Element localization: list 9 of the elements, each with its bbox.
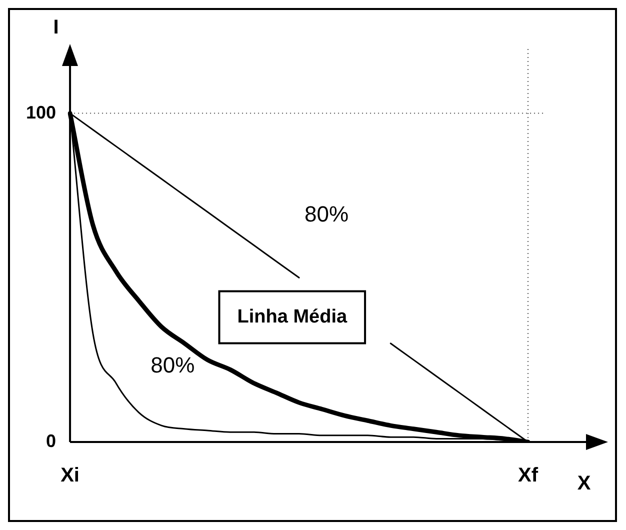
y-axis-title: I: [53, 16, 59, 39]
x-axis-title: X: [577, 472, 592, 495]
y-tick-label: 100: [26, 102, 56, 122]
annotation: 80%: [150, 352, 195, 378]
y-tick-label: 0: [46, 430, 56, 451]
annotation: 80%: [304, 201, 349, 226]
annotation: Linha Média: [237, 306, 348, 328]
x-tick-label: Xf: [518, 464, 538, 487]
x-tick-label: Xi: [60, 464, 80, 487]
